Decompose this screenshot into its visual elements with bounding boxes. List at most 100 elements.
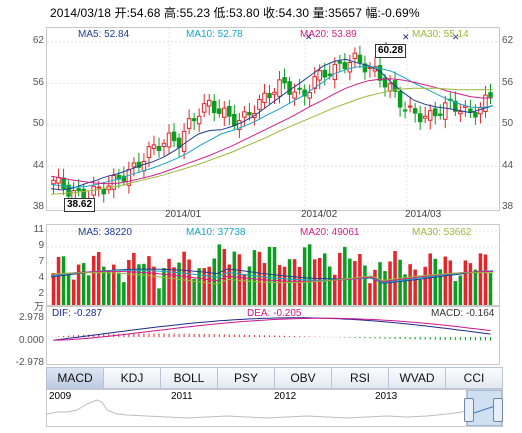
volume-y-tick: 11 (33, 224, 44, 235)
open-value: 54.68 (130, 6, 161, 20)
volume-bar (443, 256, 448, 305)
volume-ma5-legend: MA5: 38220 (78, 227, 132, 238)
candle-body (111, 175, 117, 190)
macd-chart-svg[interactable] (47, 307, 499, 364)
tab-kdj[interactable]: KDJ (104, 368, 161, 388)
volume-bar (353, 261, 357, 305)
volume-bar (428, 253, 432, 305)
candle-body (61, 177, 66, 190)
scroller-year-label: 2009 (49, 391, 72, 402)
candle-body (407, 105, 413, 108)
volume-bar (322, 253, 327, 305)
dea-legend: DEA: -0.205 (247, 308, 302, 319)
candle-body (287, 81, 292, 95)
price-ma20-legend: MA20: 53.89 (300, 29, 357, 40)
volume-bar (252, 250, 257, 305)
candle-body (312, 76, 317, 89)
tab-macd[interactable]: MACD (47, 368, 104, 388)
volume-bar (302, 247, 307, 305)
candle-body (76, 188, 81, 192)
high-value: 55.23 (179, 6, 211, 20)
candle-body (473, 112, 478, 118)
volume-ma-line (50, 268, 494, 284)
tab-psy[interactable]: PSY (218, 368, 275, 388)
volume-label: 量: (312, 6, 329, 20)
volume-unit-label: 万 (34, 302, 44, 313)
candle-body (282, 77, 287, 84)
volume-bar (247, 266, 252, 305)
price-y-tick-left: 44 (32, 159, 44, 171)
candle-body (478, 106, 483, 115)
volume-bar (227, 264, 232, 305)
price-y-tick-right: 38 (502, 201, 514, 212)
candle-body (247, 112, 252, 116)
candle-body (227, 106, 232, 117)
candle-body (347, 62, 353, 73)
volume-bar (71, 279, 76, 305)
candle-body (422, 115, 428, 119)
dif-legend: DIF: -0.287 (52, 308, 103, 319)
candle-body (443, 102, 448, 120)
event-marker-icon[interactable]: ✕ (452, 33, 460, 43)
volume-bar (373, 269, 377, 305)
candle-body (292, 91, 297, 99)
volume-chart-panel[interactable] (46, 224, 500, 306)
price-y-tick-left: 62 (32, 35, 44, 46)
tab-cci[interactable]: CCI (463, 371, 485, 385)
price-chart-svg[interactable]: ✕ ✕ ✕ (47, 28, 499, 210)
volume-bar (232, 251, 237, 305)
candle-body (196, 115, 202, 125)
close-label: 收: (263, 6, 279, 20)
candle-body (402, 109, 408, 112)
price-ma10-line (50, 65, 494, 188)
volume-bar (483, 254, 488, 305)
scroller-right-handle[interactable] (493, 398, 503, 422)
volume-y-tick: 9 (38, 240, 44, 251)
tab-wvad[interactable]: WVAD (389, 368, 446, 388)
volume-bar (257, 251, 262, 305)
tab-obv[interactable]: OBV (275, 368, 332, 388)
volume-bar (282, 266, 287, 305)
volume-chart-svg[interactable] (47, 225, 499, 305)
volume-bar (127, 259, 131, 305)
time-range-scroller[interactable]: 2009 2011 2012 2013 (46, 389, 503, 427)
candle-body (317, 70, 322, 81)
candle-body (412, 108, 418, 114)
high-label: 高: (164, 6, 180, 20)
volume-bar (96, 251, 101, 305)
volume-bar (152, 266, 156, 305)
overview-line (47, 399, 468, 419)
open-label: 开: (114, 6, 131, 20)
candle-body (56, 176, 61, 184)
change-value: -0.69% (380, 6, 420, 20)
candle-body (417, 113, 423, 123)
volume-bar (112, 264, 116, 305)
volume-bar (363, 265, 367, 305)
candle-body (217, 108, 222, 114)
candle-body (242, 111, 247, 118)
price-chart-panel[interactable]: ✕ ✕ ✕ (46, 27, 500, 211)
price-ma30-legend: MA30: 55.14 (412, 29, 469, 40)
volume-bar (438, 269, 443, 305)
scroller-left-handle[interactable] (464, 398, 474, 422)
quote-header: 2014/03/18 开:54.68 高:55.23 低:53.80 收:54.… (50, 4, 420, 21)
macd-legend: MACD: -0.164 (431, 308, 495, 319)
macd-chart-panel[interactable] (46, 306, 500, 365)
tab-rsi[interactable]: RSI (332, 368, 389, 388)
event-marker-icon[interactable]: ✕ (305, 33, 313, 43)
candle-body (297, 87, 302, 90)
scroller-year-label: 2011 (171, 391, 193, 402)
price-y-tick-right: 50 (502, 118, 514, 129)
event-marker-icon[interactable]: ✕ (402, 33, 410, 43)
tab-boll[interactable]: BOLL (161, 368, 218, 388)
candle-body (362, 63, 368, 73)
volume-bar (187, 259, 191, 305)
candle-body (382, 77, 388, 88)
price-y-tick-right: 56 (502, 76, 514, 88)
volume-bar (468, 263, 473, 305)
candle-body (332, 63, 338, 81)
volume-bar (262, 263, 267, 305)
scroller-year-label: 2012 (274, 391, 297, 402)
volume-bar (453, 281, 458, 305)
volume-bar (217, 244, 222, 305)
